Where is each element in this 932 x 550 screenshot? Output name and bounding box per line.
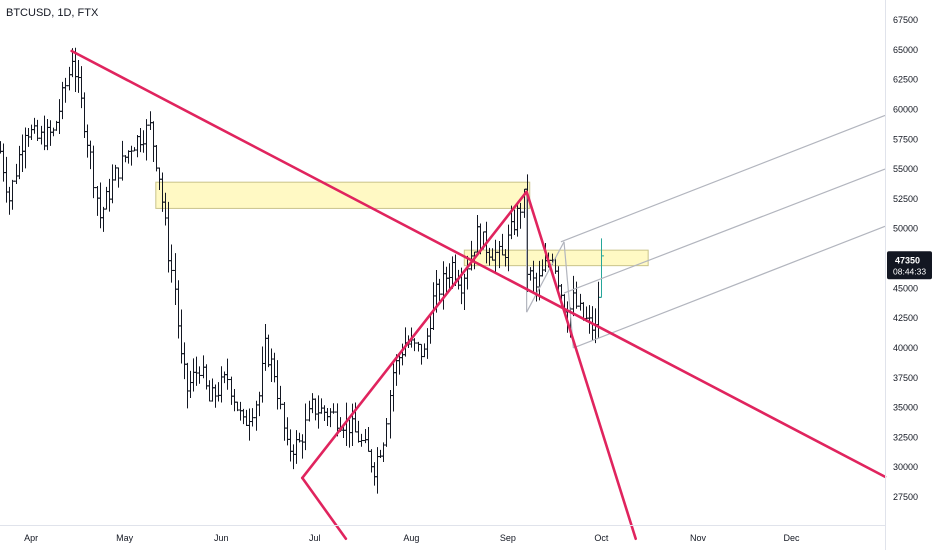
y-tick-label: 42500 [893, 313, 918, 323]
y-tick-label: 50000 [893, 224, 918, 234]
x-tick-label: May [116, 533, 134, 543]
y-tick-label: 30000 [893, 462, 918, 472]
downtrend-sep [525, 190, 638, 541]
y-tick-label: 57500 [893, 134, 918, 144]
y-tick-label: 62500 [893, 75, 918, 85]
zone-lower [463, 249, 649, 267]
symbol-title: BTCUSD, 1D, FTX [6, 7, 99, 19]
uptrend-main [300, 190, 528, 480]
pitchfork-right [563, 241, 574, 348]
downtrend-main [70, 49, 887, 479]
last-price-value: 47350 [895, 255, 920, 265]
y-tick-label: 32500 [893, 432, 918, 442]
y-tick-label: 67500 [893, 15, 918, 25]
x-tick-label: Dec [784, 533, 801, 543]
y-tick-label: 45000 [893, 283, 918, 293]
last-price-countdown: 08:44:33 [893, 266, 926, 276]
x-tick-label: Aug [403, 533, 419, 543]
ohlc-bar [599, 238, 604, 298]
channel-mid [563, 168, 886, 294]
channel-bottom [573, 225, 886, 349]
zones-layer [155, 181, 649, 267]
y-tick-label: 37500 [893, 373, 918, 383]
y-tick-label: 52500 [893, 194, 918, 204]
x-tick-label: Nov [690, 533, 707, 543]
pitchfork-base [526, 241, 565, 313]
y-tick-label: 40000 [893, 343, 918, 353]
y-tick-label: 35000 [893, 403, 918, 413]
price-bars [0, 47, 604, 494]
y-tick-label: 65000 [893, 45, 918, 55]
x-tick-label: Jun [214, 533, 229, 543]
x-tick-label: Oct [594, 533, 609, 543]
channel-top [560, 114, 886, 243]
x-tick-label: Jul [309, 533, 321, 543]
trendlines [70, 49, 887, 541]
zone-upper [155, 181, 531, 209]
x-tick-label: Apr [24, 533, 38, 543]
last-price-badge [887, 251, 932, 280]
y-tick-label: 27500 [893, 492, 918, 502]
downtrend-lower [300, 476, 348, 541]
time-axis: Apr May Jun Jul Aug Sep Oct Nov Dec [24, 533, 800, 543]
x-tick-label: Sep [500, 533, 516, 543]
y-tick-label: 55000 [893, 164, 918, 174]
y-tick-label: 60000 [893, 104, 918, 114]
